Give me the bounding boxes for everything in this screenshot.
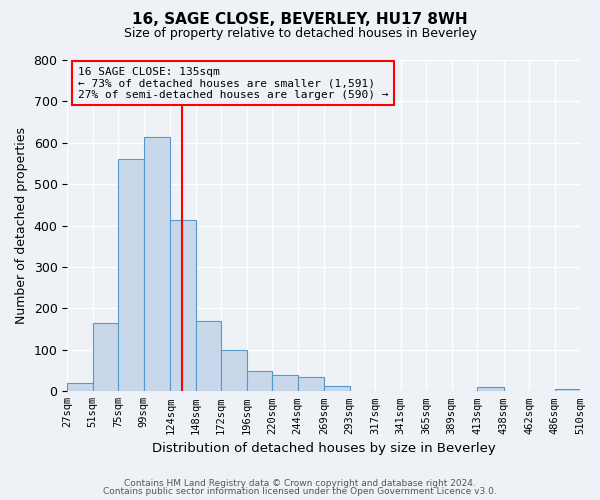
Y-axis label: Number of detached properties: Number of detached properties (15, 127, 28, 324)
Bar (144, 136, 170, 392)
X-axis label: Distribution of detached houses by size in Beverley: Distribution of detached houses by size … (152, 442, 496, 455)
Bar (247, 370, 272, 392)
Text: Contains public sector information licensed under the Open Government Licence v3: Contains public sector information licen… (103, 487, 497, 496)
Bar (298, 377, 324, 392)
Bar (272, 374, 298, 392)
Bar (67, 383, 93, 392)
Text: Size of property relative to detached houses in Beverley: Size of property relative to detached ho… (124, 28, 476, 40)
Bar (324, 386, 350, 392)
Bar (554, 389, 580, 392)
Text: Contains HM Land Registry data © Crown copyright and database right 2024.: Contains HM Land Registry data © Crown c… (124, 478, 476, 488)
Text: 16, SAGE CLOSE, BEVERLEY, HU17 8WH: 16, SAGE CLOSE, BEVERLEY, HU17 8WH (132, 12, 468, 28)
Bar (170, 220, 196, 392)
Bar (221, 350, 247, 392)
Bar (118, 160, 144, 392)
Bar (196, 321, 221, 392)
Text: 16 SAGE CLOSE: 135sqm
← 73% of detached houses are smaller (1,591)
27% of semi-d: 16 SAGE CLOSE: 135sqm ← 73% of detached … (77, 66, 388, 100)
Bar (93, 323, 118, 392)
Bar (477, 387, 503, 392)
